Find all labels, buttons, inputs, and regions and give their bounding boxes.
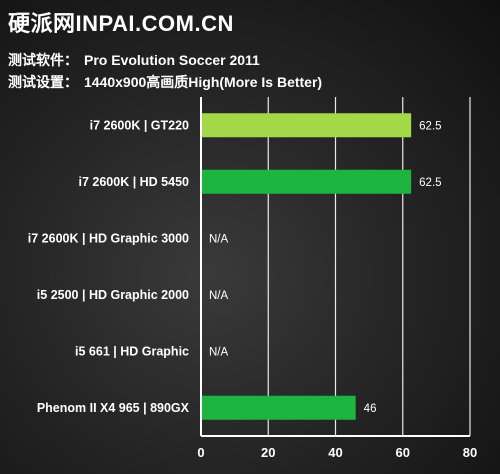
bar: [201, 113, 412, 138]
data-label: 46: [364, 403, 377, 415]
x-tick-label: 40: [328, 445, 342, 460]
bar: [201, 395, 356, 420]
software-value: Pro Evolution Soccer 2011: [84, 52, 260, 68]
x-tick-label: 20: [261, 445, 275, 460]
data-label: N/A: [209, 233, 229, 245]
settings-value: 1440x900高画质High(More Is Better): [84, 74, 323, 90]
category-label: i7 2600K | HD Graphic 3000: [28, 231, 189, 245]
data-label: N/A: [209, 290, 229, 302]
software-label: 测试软件：: [8, 52, 78, 68]
category-label: i7 2600K | GT220: [90, 118, 189, 132]
category-label: i5 661 | HD Graphic: [75, 344, 189, 358]
data-label: N/A: [209, 346, 229, 358]
test-settings-line: 测试设置： 1440x900高画质High(More Is Better): [8, 72, 322, 92]
site-title: 硬派网INPAI.COM.CN: [8, 11, 234, 36]
settings-label: 测试设置：: [8, 74, 78, 90]
data-label: 62.5: [419, 120, 441, 132]
category-label: i5 2500 | HD Graphic 2000: [37, 288, 189, 302]
category-label: i7 2600K | HD 5450: [78, 175, 189, 189]
test-software-line: 测试软件： Pro Evolution Soccer 2011: [8, 50, 260, 70]
x-tick-label: 60: [396, 445, 410, 460]
category-label: Phenom II X4 965 | 890GX: [37, 401, 190, 415]
data-label: 62.5: [419, 177, 441, 189]
x-tick-label: 80: [463, 445, 477, 460]
bar: [201, 169, 412, 194]
x-tick-label: 0: [197, 445, 204, 460]
